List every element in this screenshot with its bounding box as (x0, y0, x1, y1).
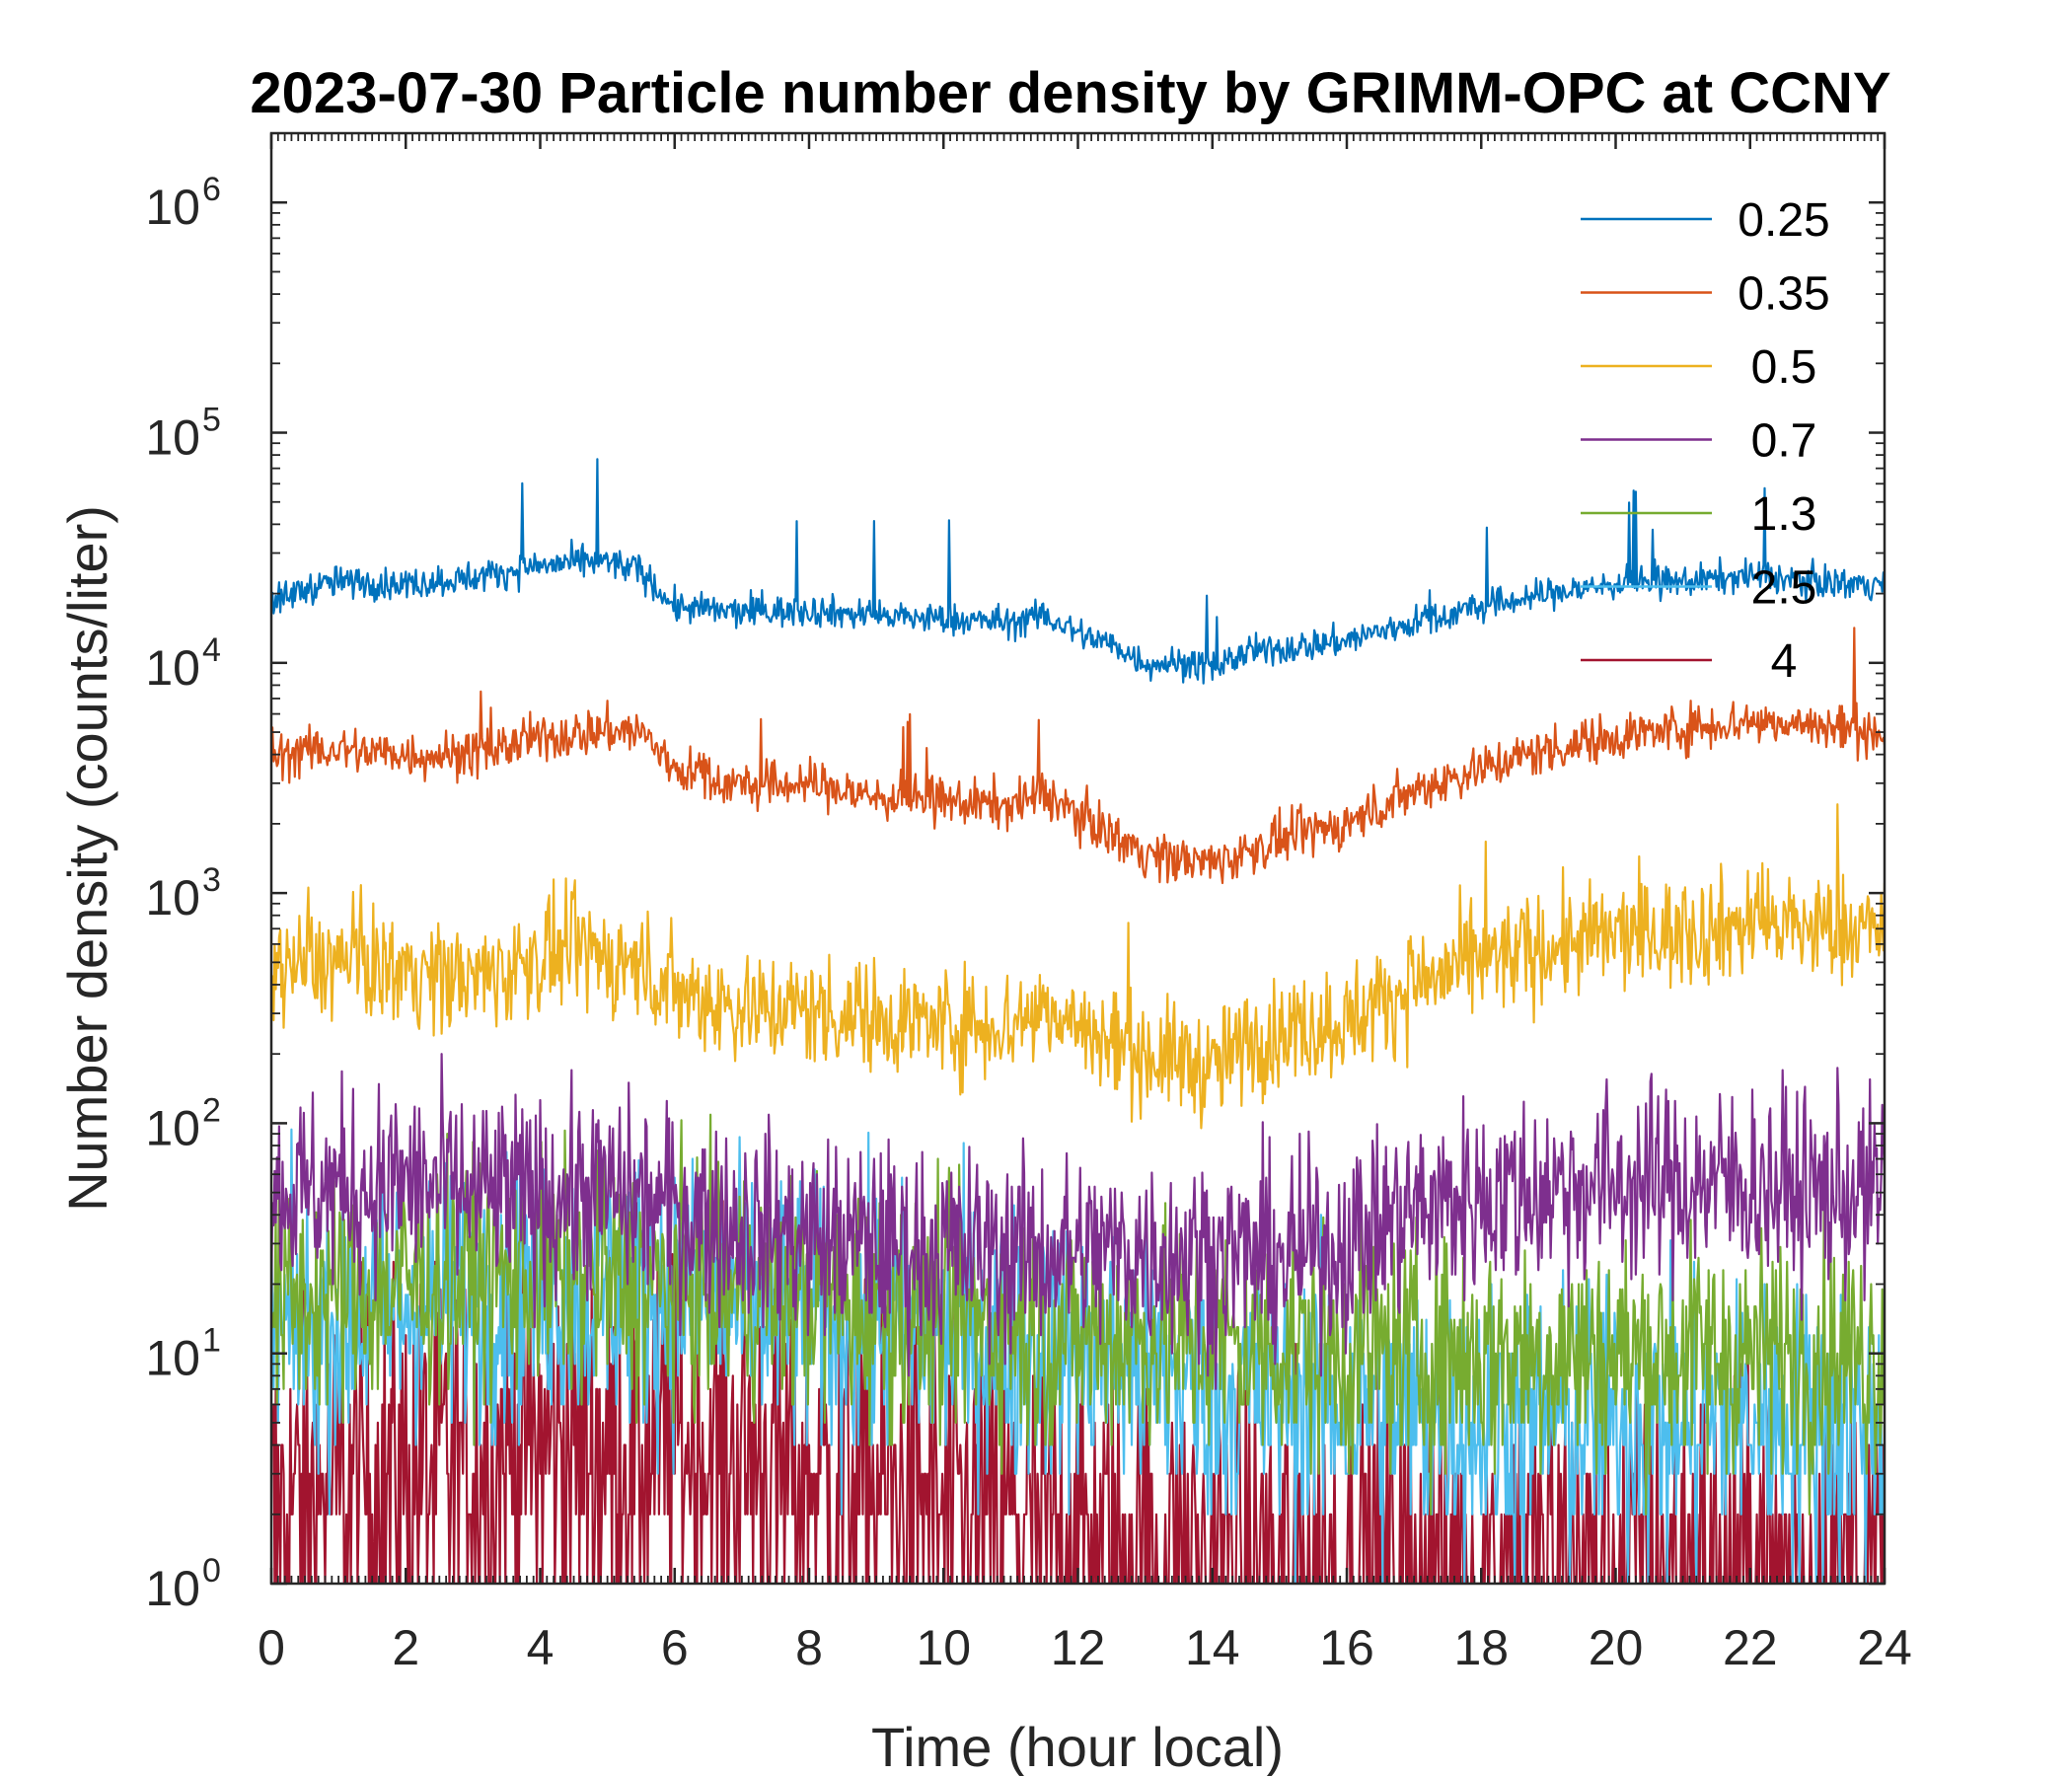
x-tick-label: 0 (258, 1620, 285, 1675)
x-tick-label: 8 (795, 1620, 823, 1675)
y-tick-exponent: 4 (202, 631, 221, 669)
legend-label-0-35: 0.35 (1738, 268, 1829, 321)
y-tick-label: 10 (145, 1100, 200, 1155)
x-tick-label: 6 (661, 1620, 689, 1675)
y-tick-exponent: 0 (202, 1552, 221, 1590)
y-tick-label: 10 (145, 1331, 200, 1386)
y-tick-exponent: 3 (202, 861, 221, 899)
series-layer (271, 458, 1885, 1584)
x-tick-label: 2 (392, 1620, 419, 1675)
x-tick-label: 24 (1857, 1620, 1912, 1675)
x-tick-label: 18 (1453, 1620, 1509, 1675)
series-line-0-7 (271, 1053, 1885, 1390)
x-tick-label: 16 (1319, 1620, 1374, 1675)
x-tick-label: 20 (1589, 1620, 1644, 1675)
legend-label-1-3: 1.3 (1751, 488, 1817, 541)
y-tick-exponent: 6 (202, 171, 221, 208)
series-line-0-35 (271, 627, 1885, 885)
chart-title: 2023-07-30 Particle number density by GR… (250, 61, 1890, 125)
x-tick-label: 12 (1051, 1620, 1106, 1675)
y-tick-exponent: 2 (202, 1091, 221, 1129)
y-tick-label: 10 (145, 640, 200, 696)
legend-label-0-5: 0.5 (1751, 341, 1817, 394)
x-axis-label: Time (hour local) (871, 1716, 1284, 1776)
tick-layer (269, 132, 1887, 1586)
y-tick-exponent: 1 (202, 1322, 221, 1360)
legend-label-0-25: 0.25 (1738, 194, 1829, 247)
y-tick-label: 10 (145, 410, 200, 466)
legend-label-4: 4 (1771, 635, 1798, 688)
series-line-0-25 (271, 458, 1885, 685)
legend-label-2-5: 2.5 (1751, 562, 1817, 615)
y-axis-label: Number density (counts/liter) (56, 505, 118, 1212)
x-tick-label: 14 (1185, 1620, 1240, 1675)
y-tick-label: 10 (145, 180, 200, 235)
x-tick-labels: 0 2 4 6 8 10 12 14 16 18 20 22 24 (258, 1620, 1912, 1675)
legend: 0.25 0.35 0.5 0.7 1.3 2.5 4 (1581, 194, 1830, 688)
x-tick-label: 10 (916, 1620, 971, 1675)
y-tick-label: 10 (145, 1561, 200, 1616)
y-tick-label: 10 (145, 870, 200, 925)
series-line-1-3 (271, 1113, 1885, 1516)
y-tick-exponent: 5 (202, 402, 221, 439)
series-line-0-5 (271, 803, 1885, 1130)
legend-label-0-7: 0.7 (1751, 415, 1817, 468)
plot-area (269, 131, 1887, 1586)
x-tick-label: 4 (527, 1620, 555, 1675)
x-tick-label: 22 (1723, 1620, 1778, 1675)
series-line-4 (271, 1200, 1885, 1584)
